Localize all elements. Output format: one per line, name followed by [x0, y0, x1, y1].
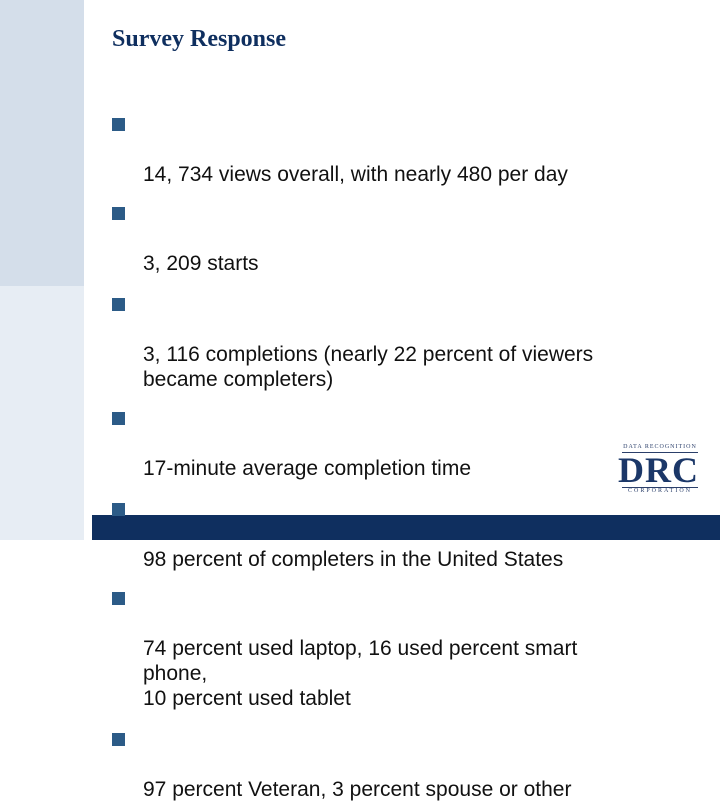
bullet-text: 3, 116 completions (nearly 22 percent of…: [143, 343, 594, 391]
bullet-item: 3, 116 completions (nearly 22 percent of…: [112, 292, 672, 392]
logo-rule-top: [622, 452, 698, 453]
logo-main-text: DRC: [618, 450, 699, 490]
square-bullet-icon: [112, 298, 125, 311]
left-band-bottom: [0, 286, 84, 540]
bullet-item: 17-minute average completion time: [112, 406, 672, 481]
bullet-item: 14, 734 views overall, with nearly 480 p…: [112, 112, 672, 187]
square-bullet-icon: [112, 118, 125, 131]
logo-rule-bottom: [622, 487, 698, 488]
logo-bottom-text: CORPORATION: [627, 488, 692, 494]
title-divider: [96, 70, 720, 72]
bullet-text: 3, 209 starts: [143, 252, 259, 275]
square-bullet-icon: [112, 412, 125, 425]
bullet-text: 74 percent used laptop, 16 used percent …: [143, 637, 578, 710]
square-bullet-icon: [112, 733, 125, 746]
bullet-list: 14, 734 views overall, with nearly 480 p…: [112, 112, 672, 802]
bullet-text: 97 percent Veteran, 3 percent spouse or …: [143, 778, 572, 801]
bullet-text: 98 percent of completers in the United S…: [143, 548, 564, 571]
square-bullet-icon: [112, 207, 125, 220]
square-bullet-icon: [112, 503, 125, 516]
bullet-item: 3, 209 starts: [112, 201, 672, 276]
bullet-item: 97 percent Veteran, 3 percent spouse or …: [112, 727, 672, 802]
slide-title: Survey Response: [112, 26, 287, 52]
drc-logo: DATA RECOGNITION DRC CORPORATION: [614, 444, 698, 498]
footer-bar: [92, 515, 720, 540]
logo-top-text: DATA RECOGNITION: [623, 444, 697, 450]
bullet-text: 17-minute average completion time: [143, 457, 472, 480]
square-bullet-icon: [112, 592, 125, 605]
bullet-item: 74 percent used laptop, 16 used percent …: [112, 586, 672, 711]
left-band-top: [0, 0, 84, 286]
bullet-item: 98 percent of completers in the United S…: [112, 497, 672, 572]
bullet-text: 14, 734 views overall, with nearly 480 p…: [143, 163, 568, 186]
